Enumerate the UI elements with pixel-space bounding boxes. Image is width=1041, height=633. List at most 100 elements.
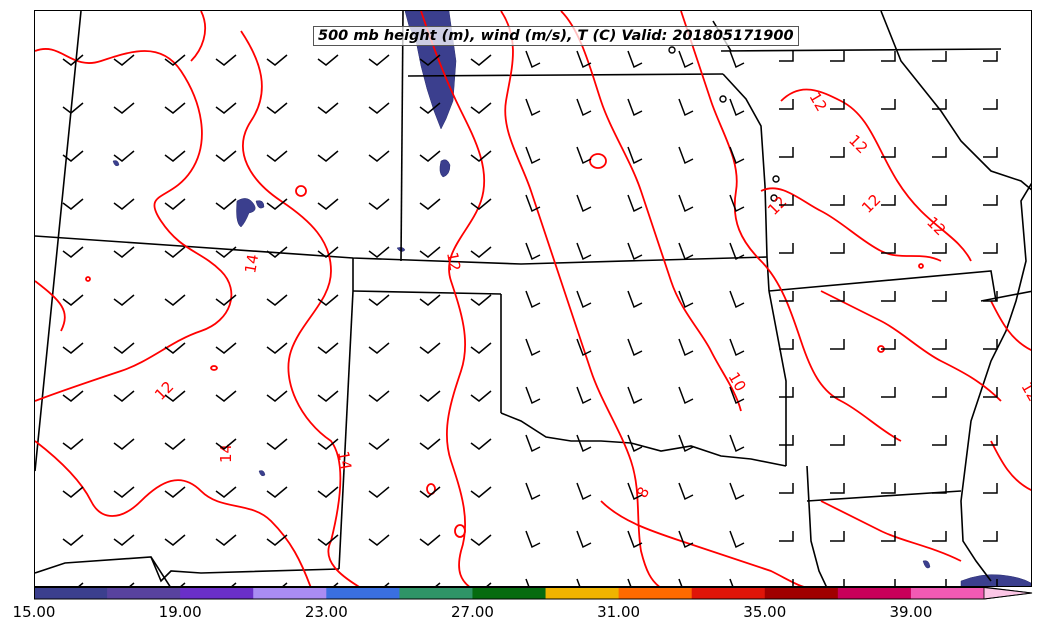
wind-barb: [983, 339, 998, 350]
contour-2: [240, 30, 360, 586]
wind-barb: [113, 246, 135, 258]
map-title: 500 mb height (m), wind (m/s), T (C) Val…: [313, 26, 799, 46]
wind-barb: [113, 390, 135, 402]
wind-barb: [368, 246, 390, 258]
border-newmexico-east: [338, 290, 354, 570]
wind-barb: [627, 50, 643, 69]
wind-barb: [266, 438, 288, 450]
wind-barb: [317, 102, 339, 114]
wind-barb: [164, 246, 186, 258]
shade-area-small-3: [255, 200, 265, 209]
wind-barb: [113, 198, 135, 210]
contour-blob-1: [589, 153, 607, 169]
wind-barb: [678, 386, 694, 405]
wind-barbs: [62, 50, 998, 586]
wind-barb: [368, 150, 390, 162]
wind-barb: [164, 438, 186, 450]
wind-barb: [368, 486, 390, 498]
wind-barb: [830, 339, 845, 350]
wind-barb: [678, 482, 694, 501]
colorbar-tick-label: 39.00: [889, 603, 933, 621]
wind-barb: [525, 578, 530, 586]
wind-barb: [525, 530, 541, 549]
wind-barb: [317, 246, 339, 258]
colorbar-segment: [545, 587, 620, 599]
wind-barb: [996, 579, 998, 586]
wind-barb: [983, 387, 998, 398]
colorbar-outline: [34, 587, 1033, 600]
wind-barb: [113, 102, 135, 114]
wind-barb: [627, 290, 643, 309]
wind-barb: [576, 482, 592, 501]
wind-barb: [779, 243, 794, 254]
wind-barb: [215, 54, 237, 66]
wind-barb: [627, 530, 643, 549]
border-iowa-south: [720, 48, 1002, 52]
marker-2: [719, 95, 727, 103]
wind-barb: [729, 194, 745, 213]
contour-label: 12: [443, 251, 464, 273]
colorbar-segment: [107, 587, 181, 599]
wind-barb: [419, 438, 441, 450]
colorbar-segment: [837, 587, 912, 599]
contour-blob-7: [85, 276, 91, 282]
state-borders: [35, 11, 1031, 586]
wind-barb: [62, 54, 84, 66]
wind-barb: [419, 198, 441, 210]
wind-barb: [881, 483, 896, 494]
contour-4: [420, 11, 486, 586]
wind-barb: [470, 438, 492, 450]
wind-barb: [932, 291, 947, 302]
wind-barb: [419, 246, 441, 258]
wind-barb: [419, 54, 441, 66]
wind-barb: [576, 338, 592, 357]
wind-barb: [881, 51, 896, 62]
wind-barb: [729, 530, 745, 549]
wind-barb: [678, 242, 694, 261]
wind-barb: [62, 438, 84, 450]
wind-barb: [266, 534, 288, 546]
colorbar: [34, 587, 1033, 600]
wind-barb: [113, 486, 135, 498]
wind-barb: [419, 486, 441, 498]
wind-barb: [368, 198, 390, 210]
contour-11: [820, 500, 962, 562]
wind-barb: [164, 150, 186, 162]
wind-barb: [470, 246, 492, 258]
border-kansas-east: [722, 73, 768, 258]
wind-barb: [113, 534, 135, 546]
wind-barb: [576, 578, 581, 586]
wind-barb: [368, 342, 390, 354]
wind-barb: [215, 150, 237, 162]
wind-barb: [830, 51, 845, 62]
colorbar-segment: [472, 587, 547, 599]
border-oklahoma-north: [766, 256, 770, 292]
wind-barb: [945, 579, 947, 586]
wind-barb: [932, 51, 947, 62]
wind-barb: [830, 99, 845, 110]
wind-barb: [983, 99, 998, 110]
border-wyoming-west: [35, 11, 82, 472]
wind-barb: [729, 242, 745, 261]
wind-barb: [525, 50, 541, 69]
wind-barb: [470, 102, 492, 114]
wind-barb: [317, 150, 339, 162]
wind-barb: [678, 194, 694, 213]
wind-barb: [164, 54, 186, 66]
wind-barb: [317, 390, 339, 402]
shade-area-small-6: [258, 470, 266, 477]
contour-16: [990, 440, 1031, 491]
wind-barb: [62, 102, 84, 114]
wind-barb: [779, 99, 794, 110]
contour-label: 12: [858, 191, 884, 217]
wind-barb: [779, 291, 794, 302]
wind-barb: [729, 50, 745, 69]
wind-barb: [470, 342, 492, 354]
contour-label: 12: [1018, 379, 1032, 405]
wind-barb: [215, 390, 237, 402]
wind-barb: [525, 194, 541, 213]
wind-barb: [729, 338, 745, 357]
wind-barb: [779, 339, 794, 350]
colorbar-segment: [764, 587, 839, 599]
wind-barb: [62, 486, 84, 498]
